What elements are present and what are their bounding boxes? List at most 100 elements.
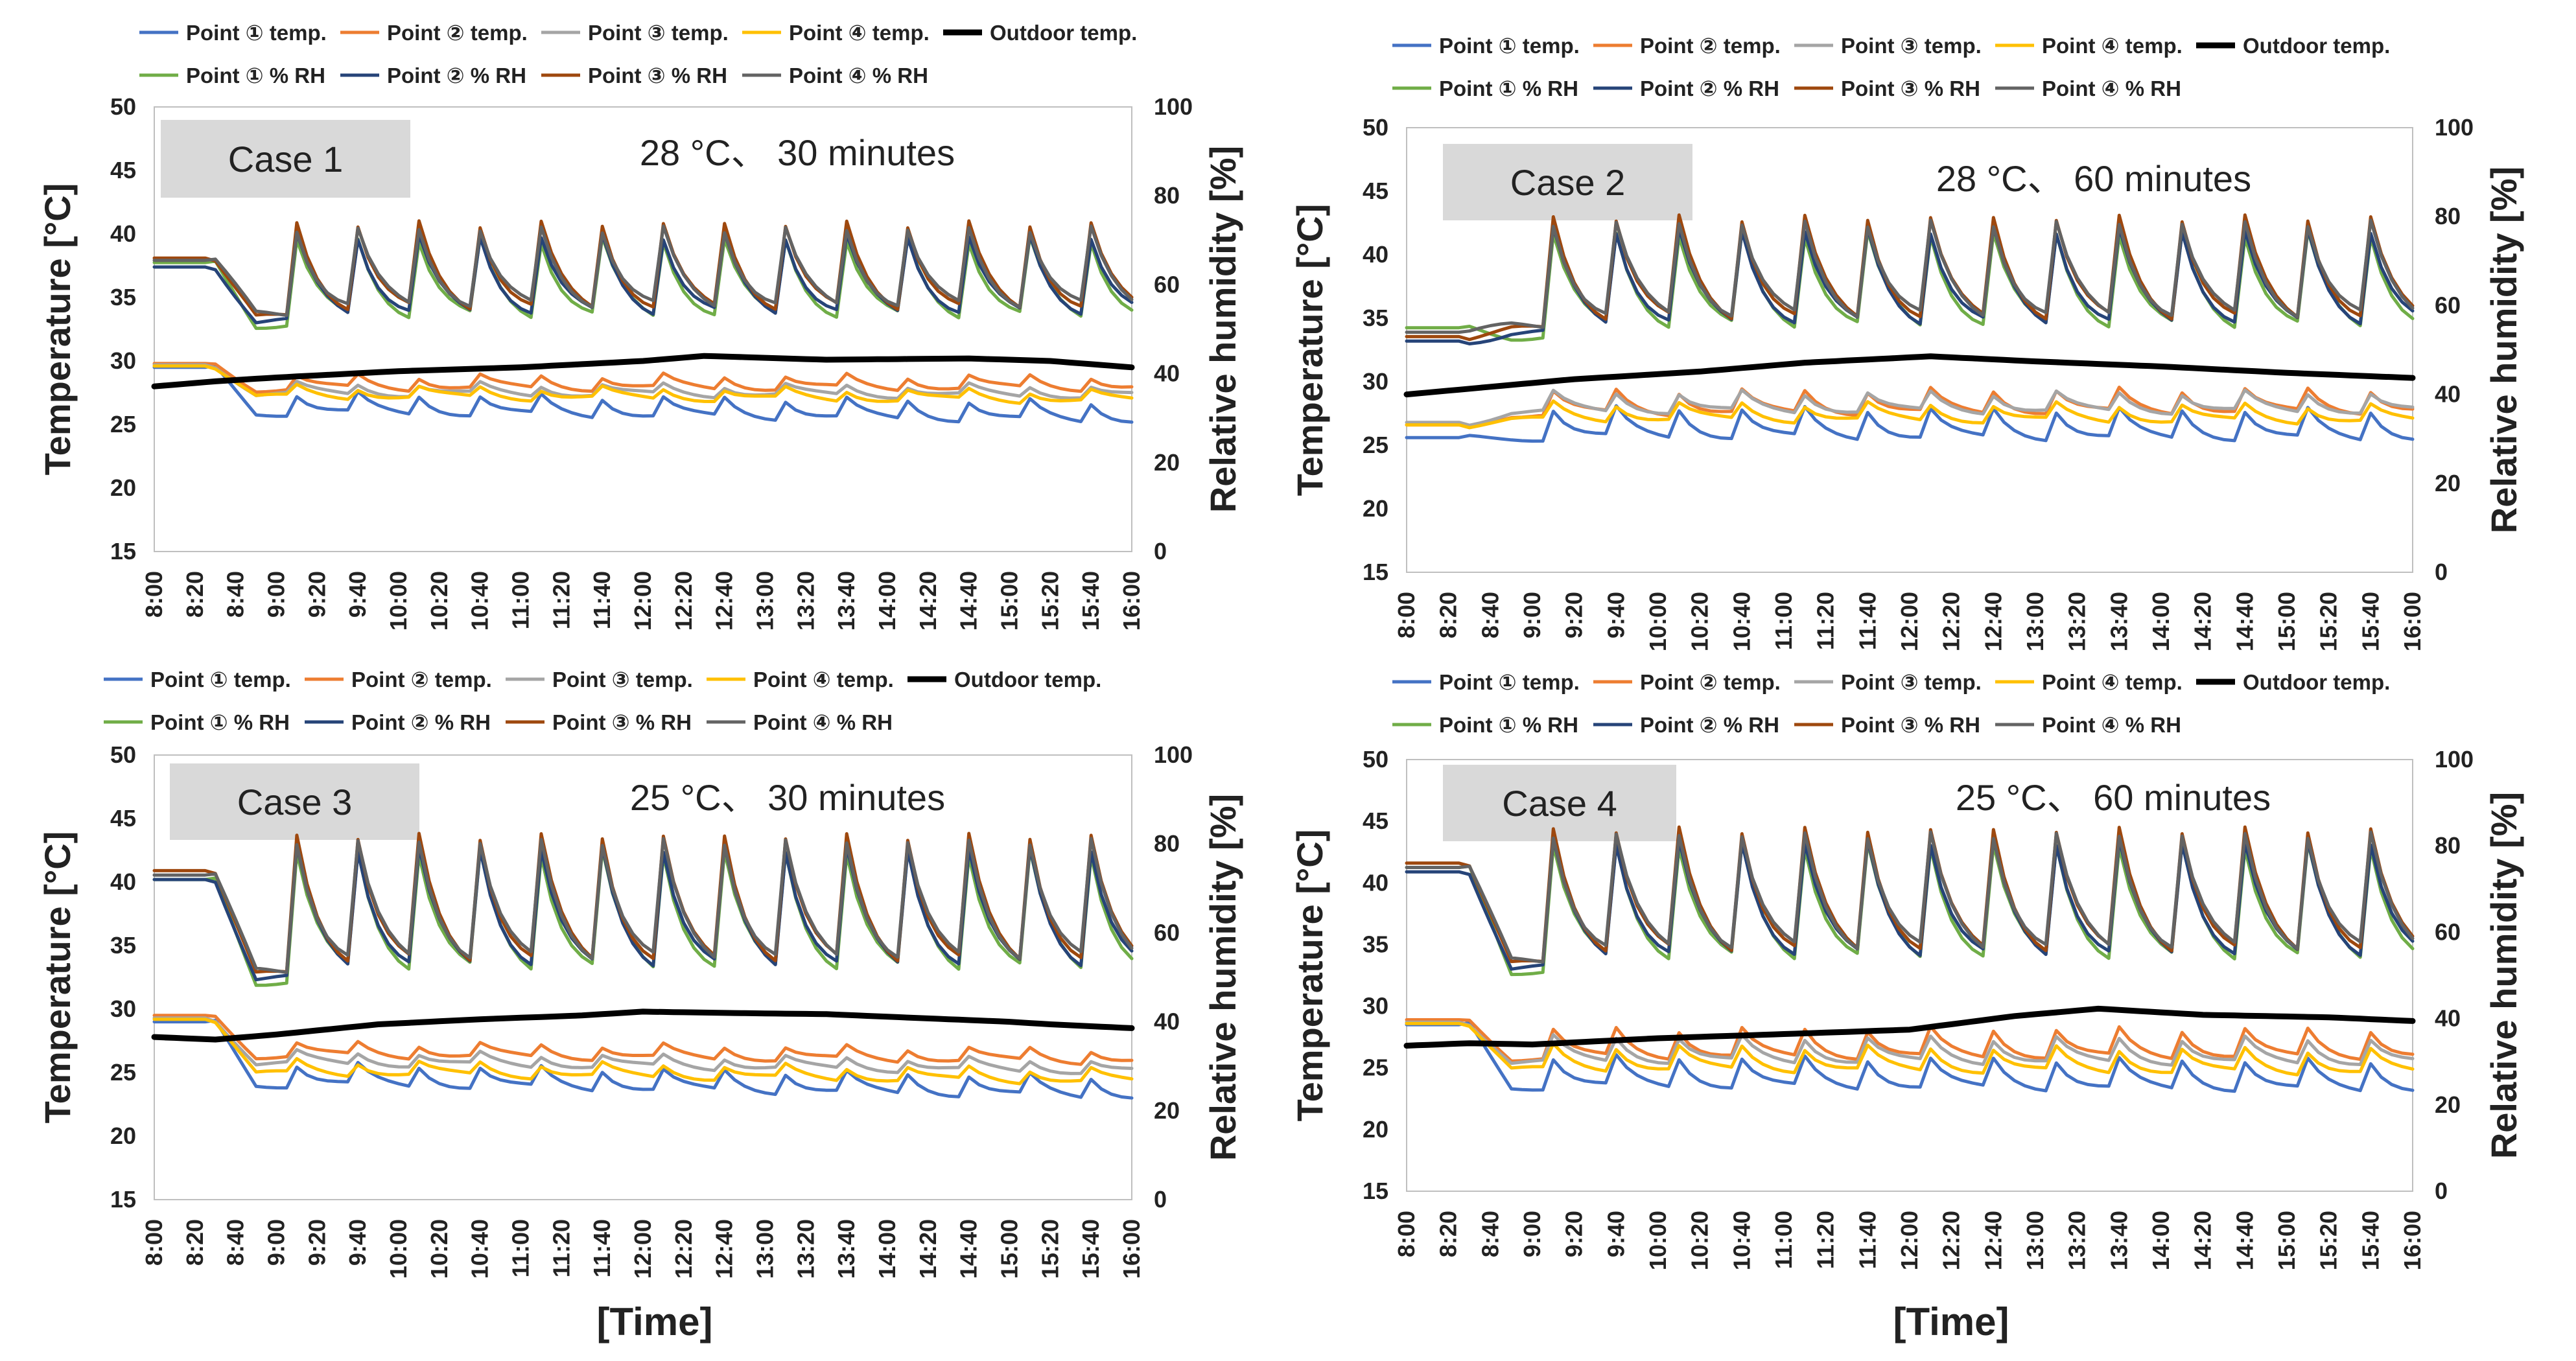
x-tick-label: 9:00 [263,571,290,618]
series-line-p3-temp [1405,388,2415,427]
x-tick-label: 9:40 [1602,1211,1629,1257]
x-tick-label: 8:20 [1435,1211,1462,1257]
x-tick-label: 14:00 [2148,592,2174,651]
x-tick-label: 14:40 [2231,592,2258,651]
y-tick-label: 20 [110,1123,136,1149]
x-tick-label: 10:00 [385,571,412,631]
x-tick-label: 8:00 [141,1219,167,1266]
x-tick-label: 13:00 [752,1219,779,1279]
legend-label: Point ④ % RH [789,64,928,87]
legend-label: Point ④ temp. [2042,34,2183,58]
condition-label: 25 °C、 30 minutes [630,777,945,818]
x-tick-label: 10:00 [385,1219,412,1279]
x-tick-label: 11:40 [589,571,615,629]
series-line-p4-rh [152,837,1134,974]
plot-frame [1406,127,2413,573]
x-tick-label: 14:20 [915,571,941,631]
legend-label: Point ② % RH [387,64,526,87]
y-tick-label: 15 [1363,1178,1388,1204]
series-line-p2-temp [152,1014,1134,1066]
case-label-box [1443,765,1676,841]
legend-label: Point ① temp. [150,668,291,692]
x-tick-label: 8:20 [181,571,208,618]
series-line-p1-temp [152,364,1134,424]
y2-tick-label: 60 [2435,292,2461,318]
y2-tick-label: 80 [1154,830,1180,857]
x-tick-label: 8:00 [141,571,167,618]
y-tick-label: 35 [1363,305,1388,331]
legend-label: Outdoor temp. [2243,34,2390,58]
legend-label: Point ② % RH [1640,76,1779,100]
legend-label: Point ④ temp. [789,21,930,45]
series-line-p3-temp [152,1016,1134,1075]
x-tick-label: 12:00 [629,571,656,631]
y-tick-label: 15 [110,538,136,564]
legend-label: Point ② % RH [1640,713,1779,737]
y2-tick-label: 100 [2435,746,2474,773]
series-line-outdoor [151,1008,1135,1043]
series-line-outdoor [1403,353,2416,398]
x-tick-label: 10:00 [1645,592,1671,651]
x-tick-label: 10:40 [1728,592,1755,651]
x-tick-label: 12:40 [1980,1211,2006,1270]
chart-panel: 15 20 25 30 35 40 45 50 0 20 40 60 80 100 8:00 8:20 8:40… [1289,34,2524,651]
x-tick-label: 12:40 [711,1219,738,1279]
series-line-p4-temp [1405,1021,2415,1076]
legend-label: Point ② temp. [351,668,492,692]
case-label-box [1443,144,1692,220]
x-tick-label: 14:20 [2190,1211,2216,1270]
y2-tick-label: 80 [2435,203,2461,229]
x-tick-label: 13:40 [2105,1211,2132,1270]
x-tick-label: 12:20 [670,571,697,631]
condition-label: 28 °C、 30 minutes [640,132,955,173]
series-line-p3-temp [1405,1020,2415,1067]
x-tick-label: 15:40 [2357,592,2383,651]
y-tick-label: 25 [1363,432,1388,458]
case-label: Case 2 [1510,162,1625,203]
legend-label: Point ① % RH [1439,76,1578,100]
y2-tick-label: 100 [1154,741,1193,768]
series-line-p1-rh [152,235,1134,331]
y2-axis-title: Relative humidity [%] [2483,167,2524,533]
y-tick-label: 30 [110,995,136,1022]
legend-label: Point ③ % RH [1841,713,1980,737]
y2-tick-label: 60 [1154,271,1180,297]
x-tick-label: 8:00 [1393,592,1420,638]
series-line-p4-rh [1405,830,2415,964]
x-tick-label: 16:00 [2399,1211,2426,1270]
x-tick-label: 14:00 [2148,1211,2174,1270]
y-tick-label: 25 [1363,1054,1388,1081]
x-tick-label: 15:00 [996,1219,1023,1279]
y-axis-title: Temperature [°C] [1289,830,1330,1122]
x-tick-label: 12:00 [629,1219,656,1279]
x-tick-label: 9:00 [1519,592,1545,638]
x-tick-label: 13:40 [833,1219,860,1279]
series-line-p4-temp [152,364,1134,405]
condition-label: 28 °C、 60 minutes [1936,158,2251,199]
x-tick-label: 8:00 [1393,1211,1420,1257]
series-line-outdoor [151,353,1135,390]
y-tick-label: 20 [1363,495,1388,522]
y2-axis-title: Relative humidity [%] [1202,146,1243,513]
x-tick-label: 11:00 [508,1219,534,1277]
x-tick-label: 10:20 [426,1219,452,1279]
x-tick-label: 15:00 [2273,1211,2300,1270]
case-label-box [170,763,419,840]
x-tick-label: 13:20 [792,1219,819,1279]
x-tick-label: 9:20 [1561,592,1587,638]
y2-tick-label: 20 [1154,1097,1180,1124]
y-tick-label: 45 [110,805,136,832]
x-tick-label: 9:20 [303,1219,330,1266]
x-tick-label: 10:40 [467,571,493,631]
plot-frame [1406,759,2413,1192]
y2-axis-title: Relative humidity [%] [2483,792,2524,1159]
y2-tick-label: 80 [2435,832,2461,859]
x-tick-label: 11:20 [548,1219,574,1277]
legend-label: Outdoor temp. [954,668,1101,692]
chart-panel: 15 20 25 30 35 40 45 50 0 20 40 60 80 100 8:00 8:20 8:40… [37,21,1243,631]
series-line-p2-temp [152,362,1134,394]
y-axis-title: Temperature [°C] [1289,204,1330,496]
x-tick-label: 9:40 [344,1219,371,1266]
x-tick-label: 15:20 [2315,1211,2342,1270]
x-tick-label: 15:20 [1036,571,1063,631]
